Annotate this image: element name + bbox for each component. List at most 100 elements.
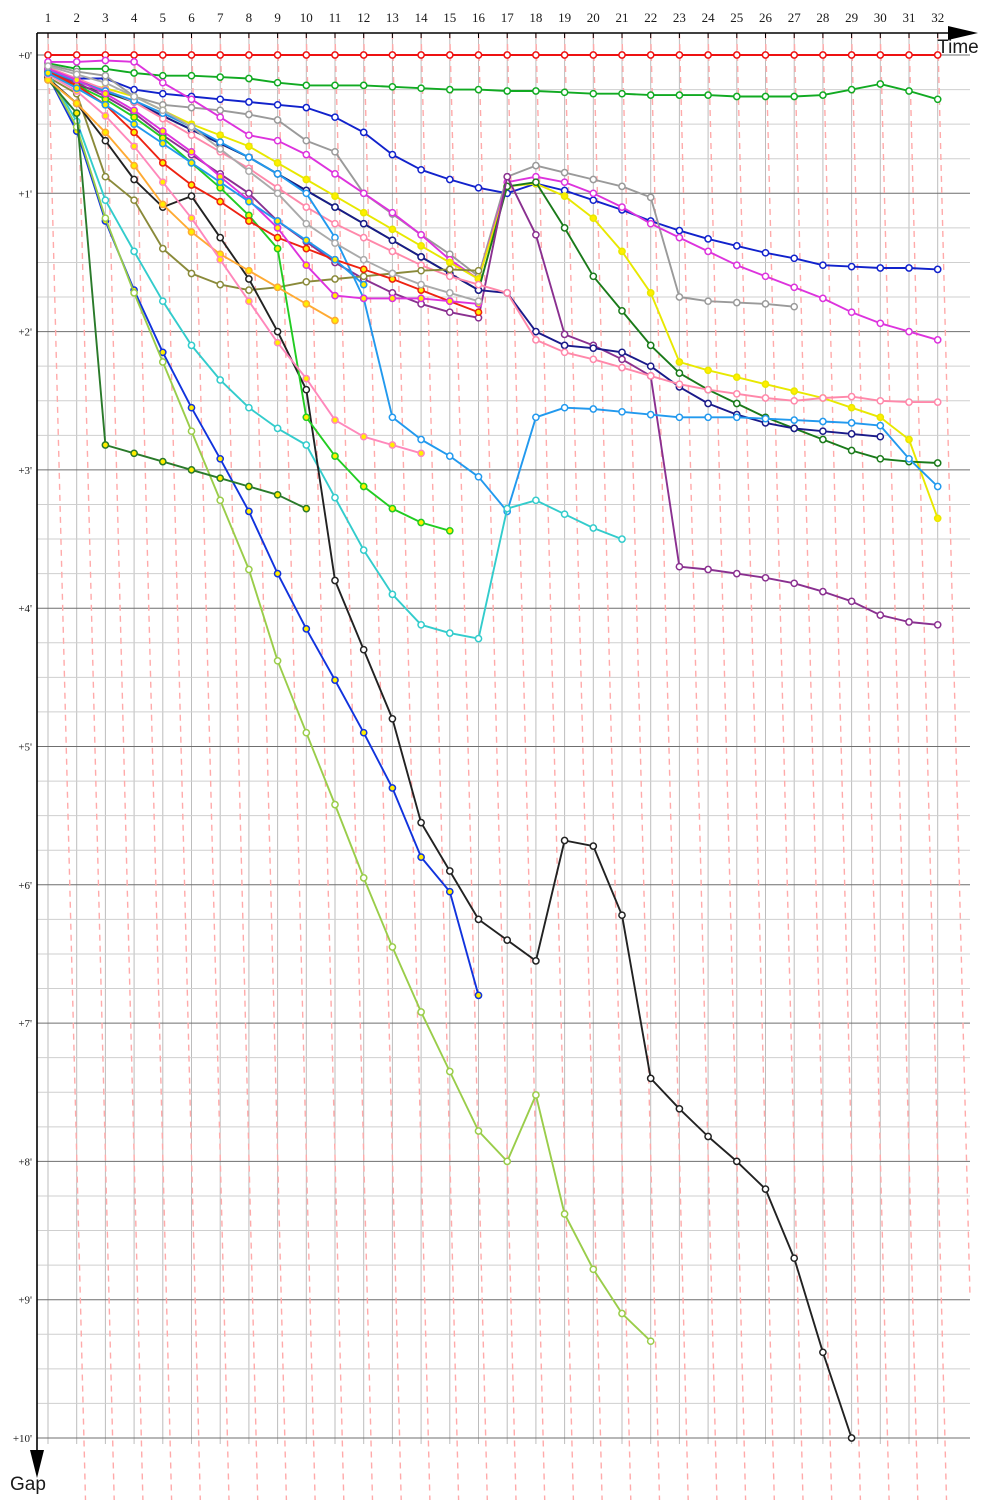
- series-point-green-2-3[interactable]: [130, 69, 138, 77]
- series-point-gray-24-9[interactable]: [302, 219, 311, 228]
- series-point-green-2-21[interactable]: [646, 91, 655, 99]
- series-point-leader-27[interactable]: [819, 51, 827, 59]
- series-point-purple-8-7[interactable]: [245, 189, 253, 198]
- series-point-olive-12-11[interactable]: [359, 272, 368, 281]
- series-point-sky-blue-11-13[interactable]: [417, 435, 425, 444]
- series-point-gray-4-10[interactable]: [331, 147, 339, 156]
- series-point-dark-navy-9-17[interactable]: [532, 327, 540, 336]
- series-point-magenta-5-9[interactable]: [302, 150, 311, 159]
- series-point-teal-13-16[interactable]: [503, 504, 512, 513]
- series-point-teal-13-9[interactable]: [302, 441, 311, 449]
- series-point-sky-23-2[interactable]: [101, 100, 110, 109]
- series-point-green-2-4[interactable]: [158, 71, 167, 80]
- series-point-magenta-20-5[interactable]: [187, 147, 196, 156]
- series-point-dark-green-7-18[interactable]: [560, 224, 569, 232]
- series-point-magenta-5-25[interactable]: [761, 272, 770, 281]
- series-point-dark-navy-9-29[interactable]: [876, 432, 885, 441]
- series-point-green-bright-17-10[interactable]: [331, 452, 339, 460]
- series-point-pink-22-10[interactable]: [331, 416, 339, 424]
- series-point-blue-14-9[interactable]: [302, 625, 311, 633]
- series-point-magenta-5-8[interactable]: [273, 136, 282, 145]
- series-point-gray-4-17[interactable]: [532, 161, 540, 170]
- series-point-teal-13-4[interactable]: [158, 297, 167, 306]
- series-point-gray-4-6[interactable]: [216, 106, 225, 115]
- series-point-sky-23-9[interactable]: [302, 236, 311, 245]
- series-point-dark-green-7-24[interactable]: [732, 399, 741, 408]
- series-point-leader-18[interactable]: [560, 51, 569, 59]
- series-point-leader-26[interactable]: [790, 51, 799, 59]
- series-point-red-19-3[interactable]: [130, 128, 138, 137]
- series-point-sky-blue-11-17[interactable]: [532, 413, 540, 422]
- series-point-dark-green-7-31[interactable]: [933, 459, 942, 467]
- series-point-pink-22-12[interactable]: [388, 441, 397, 449]
- series-point-magenta-5-10[interactable]: [331, 170, 339, 178]
- series-point-dark-green-7-19[interactable]: [589, 272, 598, 281]
- series-point-purple-8-22[interactable]: [675, 562, 684, 571]
- series-point-green-bright-17-12[interactable]: [388, 504, 397, 513]
- series-point-olive-green-16-9[interactable]: [302, 728, 311, 737]
- series-point-orange-21-7[interactable]: [245, 266, 253, 275]
- series-point-magenta-5-3[interactable]: [130, 58, 138, 66]
- series-point-green-2-22[interactable]: [675, 91, 684, 99]
- series-point-magenta-20-11[interactable]: [359, 294, 368, 303]
- series-point-magenta-5-7[interactable]: [245, 131, 253, 140]
- series-point-pink-22-5[interactable]: [187, 214, 196, 223]
- series-point-sky-23-6[interactable]: [216, 178, 225, 187]
- series-point-green-2-13[interactable]: [417, 84, 425, 93]
- series-point-navy-blue-3-10[interactable]: [331, 113, 339, 122]
- series-point-blue-14-6[interactable]: [216, 454, 225, 463]
- series-point-dark-navy-9-28[interactable]: [847, 430, 856, 438]
- series-point-red-19-6[interactable]: [216, 197, 225, 206]
- series-point-dark-green-18-7[interactable]: [245, 482, 253, 491]
- series-point-magenta-20-4[interactable]: [158, 127, 167, 135]
- series-point-green-2-16[interactable]: [503, 87, 512, 95]
- series-point-gray-4-25[interactable]: [761, 300, 770, 308]
- series-point-pink-10-20[interactable]: [618, 363, 626, 372]
- series-point-navy-blue-3-12[interactable]: [388, 150, 397, 159]
- series-point-olive-green-16-15[interactable]: [474, 1127, 483, 1135]
- series-point-sky-blue-11-23[interactable]: [704, 413, 712, 422]
- series-point-teal-13-20[interactable]: [618, 535, 626, 543]
- series-point-dark-green-7-28[interactable]: [847, 446, 856, 455]
- series-point-sky-blue-11-7[interactable]: [245, 153, 253, 162]
- series-point-red-19-11[interactable]: [359, 265, 368, 274]
- series-point-gray-24-14[interactable]: [445, 289, 454, 297]
- series-point-sky-23-4[interactable]: [158, 139, 167, 148]
- series-point-sky-blue-11-21[interactable]: [646, 410, 655, 419]
- series-point-pink-10-26[interactable]: [790, 396, 799, 405]
- series-point-green-2-31[interactable]: [933, 95, 942, 104]
- series-point-olive-green-16-16[interactable]: [503, 1157, 512, 1166]
- series-point-yellow-6-25[interactable]: [761, 380, 770, 389]
- series-point-olive-12-15[interactable]: [474, 266, 483, 275]
- series-point-olive-green-16-6[interactable]: [216, 496, 225, 505]
- series-point-olive-green-16-21[interactable]: [646, 1337, 655, 1346]
- series-point-sky-blue-11-9[interactable]: [302, 189, 311, 198]
- series-point-sky-blue-11-14[interactable]: [445, 452, 454, 460]
- series-point-magenta-5-28[interactable]: [847, 308, 856, 317]
- series-point-yellow-6-30[interactable]: [905, 435, 913, 444]
- series-point-magenta-5-24[interactable]: [732, 261, 741, 270]
- series-point-magenta-20-3[interactable]: [130, 106, 138, 115]
- series-point-dark-navy-9-27[interactable]: [819, 427, 827, 436]
- series-point-orange-21-3[interactable]: [130, 161, 138, 170]
- series-point-yellow-6-12[interactable]: [388, 225, 397, 234]
- series-point-magenta-20-12[interactable]: [388, 294, 397, 303]
- series-point-black-15-7[interactable]: [245, 275, 253, 283]
- series-point-yellow-6-6[interactable]: [216, 131, 225, 140]
- series-point-green-bright-17-14[interactable]: [445, 526, 454, 535]
- series-point-green-2-25[interactable]: [761, 92, 770, 101]
- series-point-dark-navy-9-12[interactable]: [388, 236, 397, 245]
- series-point-yellow-6-11[interactable]: [359, 208, 368, 217]
- series-point-yellow-6-19[interactable]: [589, 214, 598, 223]
- series-point-olive-green-16-2[interactable]: [101, 214, 110, 223]
- series-point-gray-24-0[interactable]: [44, 62, 52, 70]
- series-point-black-15-14[interactable]: [445, 867, 454, 875]
- series-point-olive-12-9[interactable]: [302, 277, 311, 286]
- series-point-sky-23-0[interactable]: [44, 69, 52, 77]
- series-point-sky-blue-11-15[interactable]: [474, 472, 483, 481]
- series-point-gray-24-13[interactable]: [417, 280, 425, 289]
- series-point-pink-10-29[interactable]: [876, 396, 885, 405]
- series-point-blue-14-11[interactable]: [359, 728, 368, 737]
- series-point-black-15-8[interactable]: [273, 327, 282, 336]
- series-point-olive-green-16-3[interactable]: [130, 289, 138, 297]
